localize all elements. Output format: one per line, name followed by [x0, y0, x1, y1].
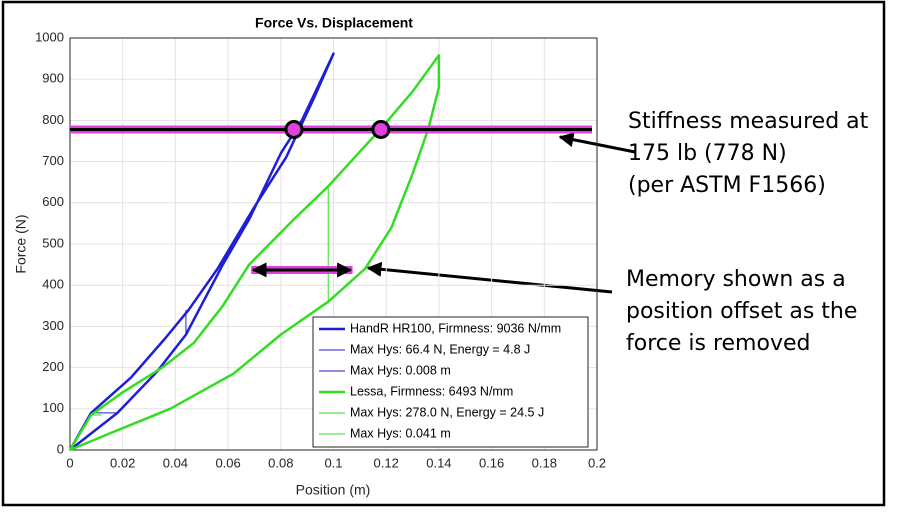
y-tick-label: 500 [42, 235, 64, 250]
y-tick-label: 100 [42, 400, 64, 415]
marker [371, 119, 391, 139]
legend-label: Lessa, Firmness: 6493 N/mm [350, 384, 513, 398]
x-tick-label: 0 [66, 455, 73, 470]
marker [284, 119, 304, 139]
legend-label: Max Hys: 66.4 N, Energy = 4.8 J [350, 342, 530, 356]
x-tick-label: 0.04 [163, 455, 188, 470]
annotation-text: 175 lb (778 N) [628, 141, 787, 166]
legend-label: HandR HR100, Firmness: 9036 N/mm [350, 321, 561, 335]
legend-label: Max Hys: 0.041 m [350, 426, 451, 440]
annotation-text: force is removed [626, 331, 810, 356]
legend-label: Max Hys: 0.008 m [350, 363, 451, 377]
y-tick-label: 400 [42, 277, 64, 292]
annotation-text: Memory shown as a [626, 267, 846, 292]
x-axis-label: Position (m) [296, 482, 371, 498]
x-tick-label: 0.06 [215, 455, 240, 470]
arrow [366, 261, 613, 294]
annotation-text: (per ASTM F1566) [628, 173, 826, 198]
y-axis-label: Force (N) [13, 214, 29, 273]
y-tick-label: 900 [42, 71, 64, 86]
y-tick-label: 800 [42, 112, 64, 127]
y-tick-label: 200 [42, 359, 64, 374]
y-tick-label: 0 [57, 441, 64, 456]
chart-title: Force Vs. Displacement [255, 15, 413, 31]
legend-label: Max Hys: 278.0 N, Energy = 24.5 J [350, 405, 544, 419]
x-tick-label: 0.02 [110, 455, 135, 470]
x-tick-label: 0.12 [374, 455, 399, 470]
x-tick-label: 0.08 [268, 455, 293, 470]
x-tick-label: 0.2 [588, 455, 606, 470]
series-line [68, 54, 441, 452]
x-tick-label: 0.16 [479, 455, 504, 470]
y-tick-label: 300 [42, 318, 64, 333]
annotation-text: Stiffness measured at [628, 109, 869, 134]
x-tick-label: 0.1 [324, 455, 342, 470]
x-tick-label: 0.18 [532, 455, 557, 470]
legend-box [312, 316, 589, 448]
x-tick-label: 0.14 [426, 455, 451, 470]
plot-border [69, 37, 598, 451]
y-tick-label: 1000 [35, 29, 64, 44]
y-tick-label: 600 [42, 194, 64, 209]
annotation-text: position offset as the [626, 299, 857, 324]
y-tick-label: 700 [42, 153, 64, 168]
